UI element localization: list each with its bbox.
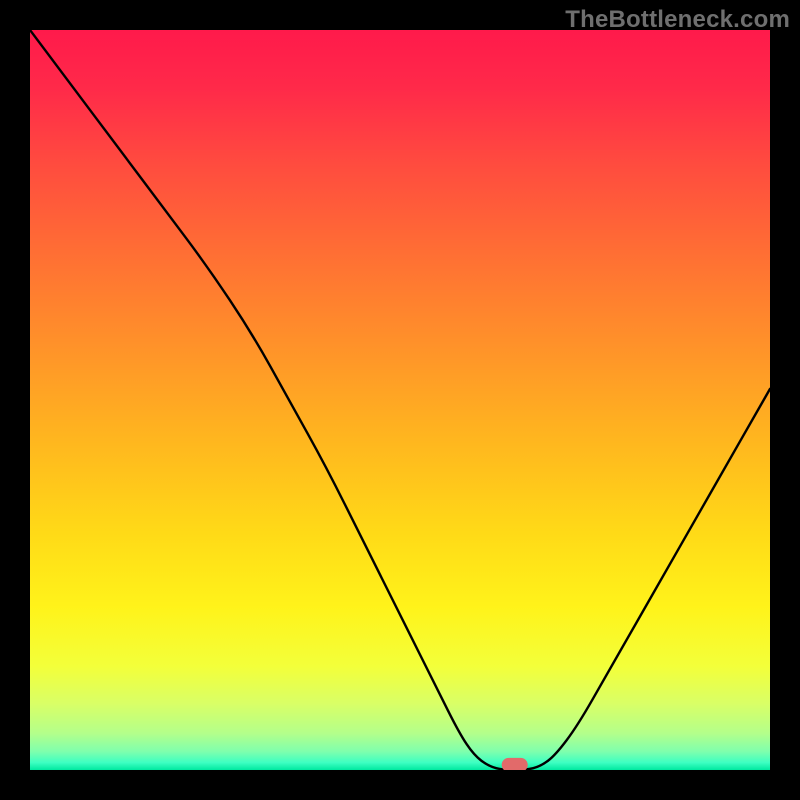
watermark-text: TheBottleneck.com [565, 6, 790, 34]
chart-stage: TheBottleneck.com [0, 0, 800, 800]
chart-svg [0, 0, 800, 800]
plot-background [30, 30, 770, 770]
sweet-spot-marker [502, 758, 528, 772]
